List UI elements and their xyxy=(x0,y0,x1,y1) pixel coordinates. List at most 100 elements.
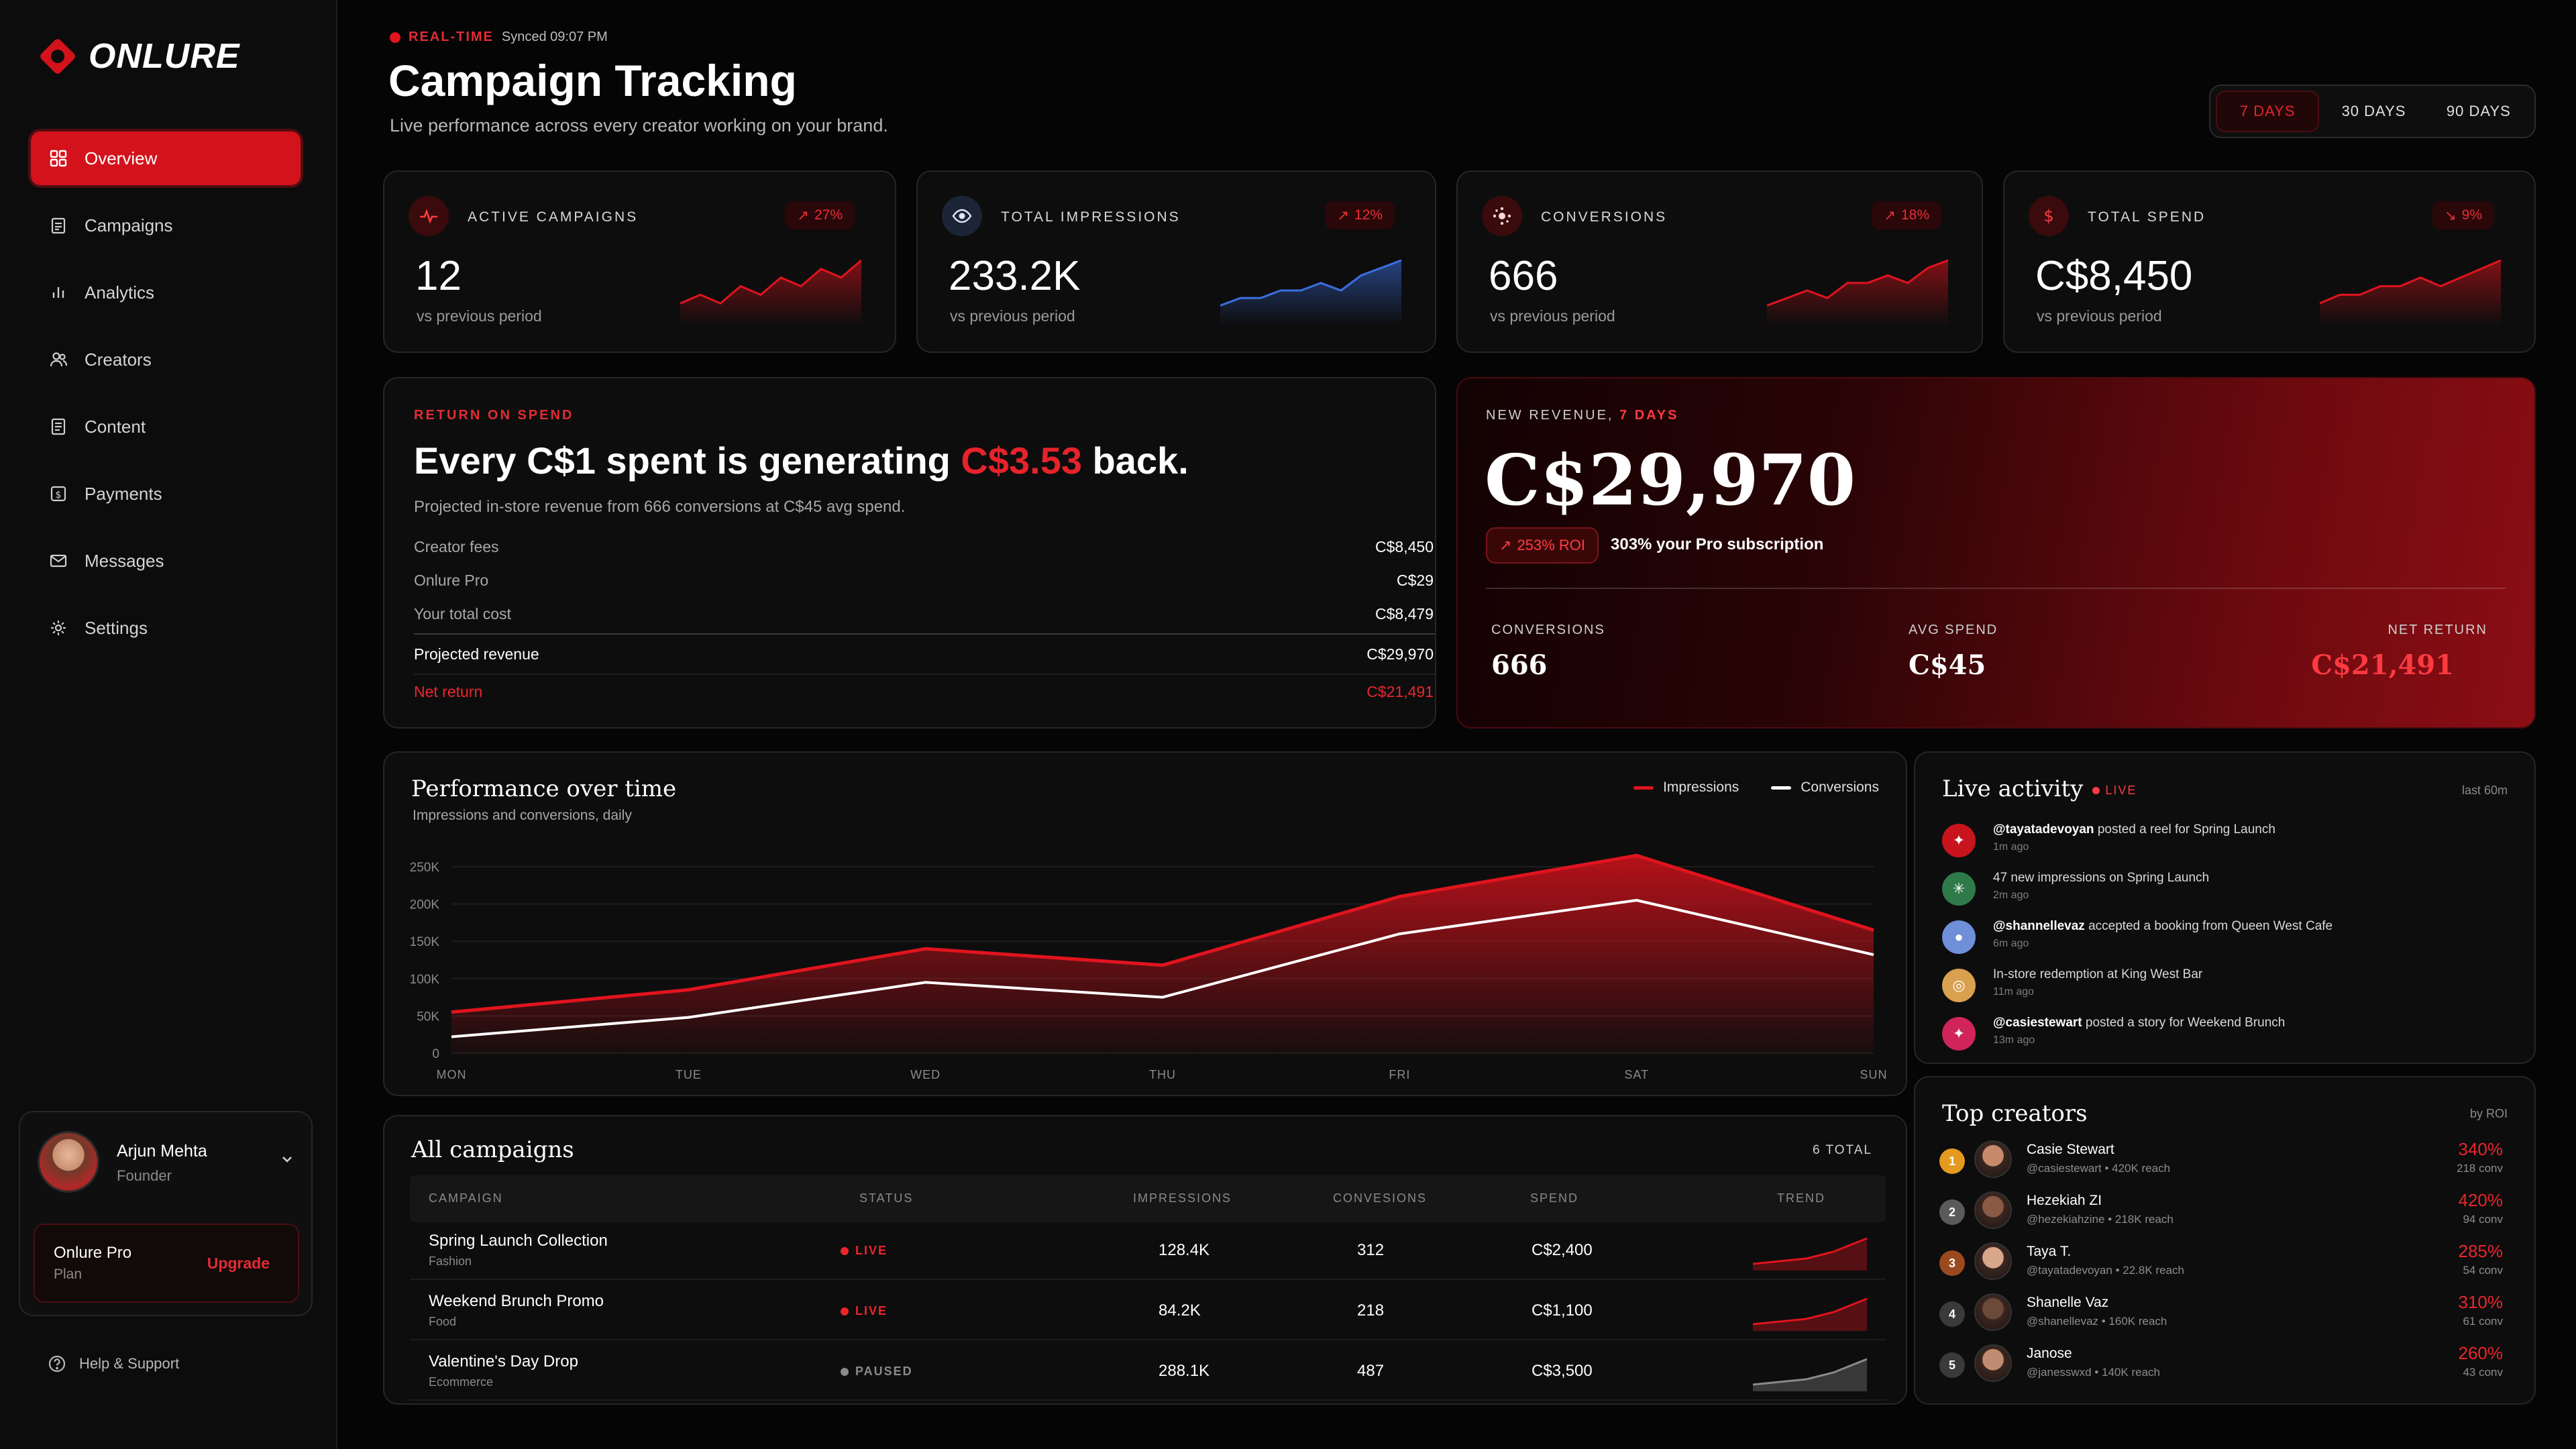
kpi-sub: vs previous period xyxy=(1490,307,1615,325)
kpi-sparkline xyxy=(680,259,862,326)
sidebar-item-settings[interactable]: Settings xyxy=(31,601,301,655)
activity-glyph: ✦ xyxy=(1952,1025,1966,1042)
performance-chart: 250K 200K 150K 100K 50K 0 MON TUE WED THU FRI SAT SU… xyxy=(410,853,1887,1081)
activity-glyph: ● xyxy=(1954,928,1964,945)
creator-conversions: 43 conv xyxy=(2463,1366,2503,1379)
col-trend[interactable]: TREND xyxy=(1777,1191,1825,1205)
col-impressions[interactable]: IMPRESSIONS xyxy=(1133,1191,1232,1205)
realtime-label: REAL-TIME xyxy=(409,30,494,44)
col-conversions[interactable]: CONVESIONS xyxy=(1333,1191,1428,1205)
creator-row[interactable]: 3 Taya T. @tayatadevoyan • 22.8K reach 285%… xyxy=(1939,1238,2530,1285)
grid-icon xyxy=(48,148,68,168)
plan-card: Onlure Pro Plan Upgrade xyxy=(34,1224,299,1303)
creator-name: Hezekiah ZI xyxy=(2027,1193,2102,1208)
kpi-change-badge: ↗ 18% xyxy=(1872,201,1941,229)
sidebar-item-label: Overview xyxy=(85,148,158,168)
kpi-change: 18% xyxy=(1900,207,1929,223)
creator-name: Shanelle Vaz xyxy=(2027,1295,2109,1310)
range-7-days-button[interactable]: 7 DAYS xyxy=(2216,91,2320,132)
live-dot-icon xyxy=(390,32,400,43)
revenue-eyebrow-range: 7 DAYS xyxy=(1619,408,1679,423)
kpi-card-conversions[interactable]: CONVERSIONS ↗ 18% 666 vs previous period xyxy=(1456,170,1983,353)
roi-headline-value: C$3.53 xyxy=(961,439,1082,482)
status-dot-icon xyxy=(841,1246,849,1255)
range-90-days-button[interactable]: 90 DAYS xyxy=(2446,103,2511,119)
creator-conversions: 218 conv xyxy=(2457,1162,2503,1175)
sidebar-item-overview[interactable]: Overview xyxy=(31,131,301,185)
sparkle-icon xyxy=(1482,196,1522,236)
live-activity-title-text: Live activity xyxy=(1942,775,2084,802)
stat-label-conversions: CONVERSIONS xyxy=(1491,623,1605,637)
roi-badge-label: 253% ROI xyxy=(1517,537,1585,553)
live-activity-title: Live activity LIVE xyxy=(1942,775,2137,802)
roi-card: RETURN ON SPEND Every C$1 spent is gener… xyxy=(383,377,1436,729)
roi-note: 303% your Pro subscription xyxy=(1611,535,1824,553)
users-icon xyxy=(48,350,68,370)
kpi-card-total-spend[interactable]: $ TOTAL SPEND ↘ 9% C$8,450 vs previous pe… xyxy=(2003,170,2536,353)
y-tick-label: 200K xyxy=(410,898,440,912)
campaign-conversions: 218 xyxy=(1357,1301,1385,1320)
legend-item-impressions[interactable]: Impressions xyxy=(1633,780,1739,796)
eye-icon xyxy=(942,196,982,236)
user-card[interactable]: Arjun Mehta Founder Onlure Pro Plan Upgr… xyxy=(19,1111,313,1316)
roi-badge: ↗ 253% ROI xyxy=(1486,527,1599,564)
sparkle-icon: ✳ xyxy=(1942,872,1976,906)
creator-roi: 420% xyxy=(2458,1190,2504,1210)
kpi-value: 233.2K xyxy=(949,253,1081,299)
kpi-card-total-impressions[interactable]: TOTAL IMPRESSIONS ↗ 12% 233.2K vs previou… xyxy=(916,170,1436,353)
legend-item-conversions[interactable]: Conversions xyxy=(1771,780,1879,796)
status-label: LIVE xyxy=(855,1304,888,1318)
activity-item[interactable]: ● @shannellevaz accepted a booking from Q… xyxy=(1942,916,2519,959)
col-status[interactable]: STATUS xyxy=(859,1191,914,1205)
arrow-up-right-icon: ↗ xyxy=(1337,207,1349,223)
arrow-up-right-icon: ↗ xyxy=(1884,207,1896,223)
help-support-link[interactable]: Help & Support xyxy=(47,1354,179,1374)
campaign-category: Food xyxy=(429,1315,457,1328)
trend-area xyxy=(1753,1359,1867,1391)
table-row[interactable]: Valentine's Day Drop Ecommerce PAUSED 288.1… xyxy=(410,1343,1886,1401)
sidebar-item-creators[interactable]: Creators xyxy=(31,333,301,386)
kpi-change-badge: ↘ 9% xyxy=(2432,201,2494,229)
activity-item[interactable]: ✳ 47 new impressions on Spring Launch 2m a… xyxy=(1942,868,2519,911)
logo-icon xyxy=(40,39,75,74)
table-row[interactable]: Weekend Brunch Promo Food LIVE 84.2K 218 C$1,… xyxy=(410,1283,1886,1340)
creator-row[interactable]: 1 Casie Stewart @casiestewart • 420K reach… xyxy=(1939,1136,2530,1183)
creator-row[interactable]: 4 Shanelle Vaz @shanellevaz • 160K reach 31… xyxy=(1939,1289,2530,1336)
creator-handle: @casiestewart • 420K reach xyxy=(2027,1162,2171,1175)
document-icon xyxy=(48,417,68,437)
activity-item[interactable]: ✦ @tayatadevoyan posted a reel for Spring… xyxy=(1942,820,2519,863)
kpi-card-active-campaigns[interactable]: ACTIVE CAMPAIGNS ↗ 27% 12 vs previous per… xyxy=(383,170,896,353)
sparkline-line xyxy=(2320,259,2502,305)
trend-area xyxy=(1753,1238,1867,1271)
new-revenue-card: NEW REVENUE, 7 DAYS C$29,970 ↗ 253% ROI 3… xyxy=(1456,377,2536,729)
table-row[interactable]: Spring Launch Collection Fashion LIVE 128.4… xyxy=(410,1222,1886,1280)
campaign-impressions: 288.1K xyxy=(1159,1362,1210,1380)
brand-logo[interactable]: ONLURE xyxy=(36,35,240,78)
cost-row-total-cost: Your total cost C$8,479 xyxy=(414,605,1434,623)
activity-text: In-store redemption at King West Bar xyxy=(1993,967,2202,982)
status-dot-icon xyxy=(841,1367,849,1376)
sidebar-item-payments[interactable]: $ Payments xyxy=(31,467,301,521)
upgrade-button[interactable]: Upgrade xyxy=(207,1254,270,1272)
top-creators-title: Top creators xyxy=(1942,1100,2088,1127)
activity-item[interactable]: ◎ In-store redemption at King West Bar 11m… xyxy=(1942,965,2519,1008)
cost-value: C$8,450 xyxy=(1375,538,1434,555)
table-header xyxy=(410,1175,1886,1222)
kpi-value: 666 xyxy=(1489,253,1558,299)
performance-subtitle: Impressions and conversions, daily xyxy=(413,808,632,823)
col-campaign[interactable]: CAMPAIGN xyxy=(429,1191,503,1205)
sidebar-item-messages[interactable]: Messages xyxy=(31,534,301,588)
legend-label: Impressions xyxy=(1663,780,1739,795)
creator-row[interactable]: 2 Hezekiah ZI @hezekiahzine • 218K reach 42… xyxy=(1939,1187,2530,1234)
kpi-value: 12 xyxy=(415,253,462,299)
trend-line xyxy=(1753,1297,1868,1326)
chevron-down-icon[interactable] xyxy=(278,1150,297,1169)
sidebar-item-campaigns[interactable]: Campaigns xyxy=(31,199,301,252)
sidebar-item-content[interactable]: Content xyxy=(31,400,301,453)
range-30-days-button[interactable]: 30 DAYS xyxy=(2341,103,2406,119)
sidebar-item-analytics[interactable]: Analytics xyxy=(31,266,301,319)
creator-roi: 285% xyxy=(2458,1241,2504,1261)
col-spend[interactable]: SPEND xyxy=(1530,1191,1579,1205)
activity-item[interactable]: ✦ @casiestewart posted a story for Weeken… xyxy=(1942,1013,2519,1056)
creator-row[interactable]: 5 Janose @janesswxd • 140K reach 260% 43 con… xyxy=(1939,1340,2530,1387)
